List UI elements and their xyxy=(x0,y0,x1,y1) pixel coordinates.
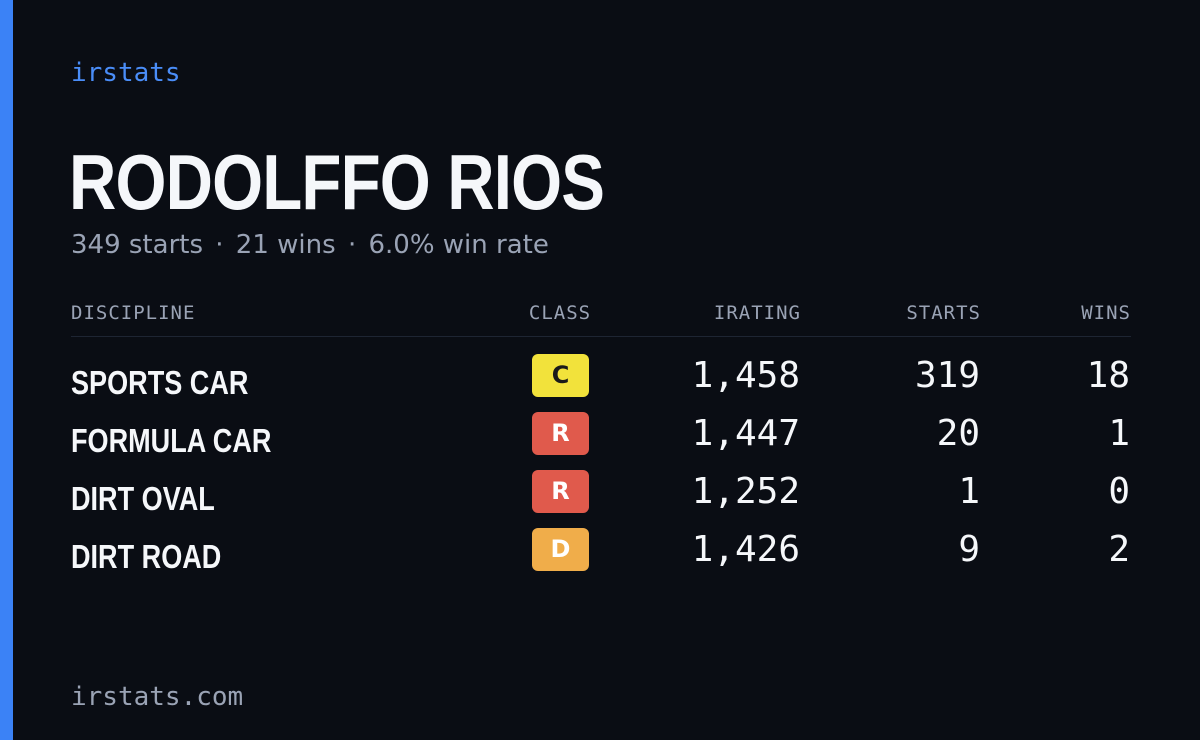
starts-value: 1 xyxy=(958,471,980,512)
irating-value: 1,426 xyxy=(691,529,800,570)
table-row: DIRT OVAL R 1,252 1 0 xyxy=(71,469,1131,527)
irating-value: 1,447 xyxy=(691,413,800,454)
discipline-name: DIRT ROAD xyxy=(71,538,222,575)
header-starts: STARTS xyxy=(906,302,981,324)
wins-value: 18 xyxy=(1086,355,1130,396)
class-badge: C xyxy=(532,354,589,397)
footer-site-url: irstats.com xyxy=(71,682,244,712)
license-table: DISCIPLINE CLASS IRATING STARTS WINS SPO… xyxy=(71,296,1131,585)
starts-value: 9 xyxy=(958,529,980,570)
header-irating: IRATING xyxy=(713,302,801,324)
discipline-name: DIRT OVAL xyxy=(71,480,215,517)
class-badge: D xyxy=(532,528,589,571)
summary-separator: · xyxy=(215,230,224,260)
irating-value: 1,458 xyxy=(691,355,800,396)
winrate-summary: 6.0% win rate xyxy=(368,230,549,260)
table-header: DISCIPLINE CLASS IRATING STARTS WINS xyxy=(71,296,1131,337)
wins-summary: 21 wins xyxy=(235,230,336,260)
wins-value: 0 xyxy=(1108,471,1130,512)
header-wins: WINS xyxy=(1081,302,1131,324)
class-badge: R xyxy=(532,470,589,513)
table-row: FORMULA CAR R 1,447 20 1 xyxy=(71,411,1131,469)
class-badge: R xyxy=(532,412,589,455)
starts-value: 319 xyxy=(914,355,980,396)
wins-value: 2 xyxy=(1108,529,1130,570)
table-row: DIRT ROAD D 1,426 9 2 xyxy=(71,527,1131,585)
discipline-name: SPORTS CAR xyxy=(71,364,249,401)
driver-summary: 349 starts · 21 wins · 6.0% win rate xyxy=(71,228,549,262)
wins-value: 1 xyxy=(1108,413,1130,454)
summary-separator: · xyxy=(347,230,357,260)
starts-value: 20 xyxy=(936,413,980,454)
table-body: SPORTS CAR C 1,458 319 18 FORMULA CAR R … xyxy=(71,337,1131,585)
irating-value: 1,252 xyxy=(691,471,800,512)
accent-bar xyxy=(0,0,13,740)
brand-logo-text: irstats xyxy=(71,58,181,88)
table-row: SPORTS CAR C 1,458 319 18 xyxy=(71,353,1131,411)
starts-summary: 349 starts xyxy=(71,230,203,260)
header-class: CLASS xyxy=(528,302,592,324)
driver-name: RODOLFFO RIOS xyxy=(69,138,605,226)
discipline-name: FORMULA CAR xyxy=(71,422,272,459)
header-discipline: DISCIPLINE xyxy=(71,302,196,324)
